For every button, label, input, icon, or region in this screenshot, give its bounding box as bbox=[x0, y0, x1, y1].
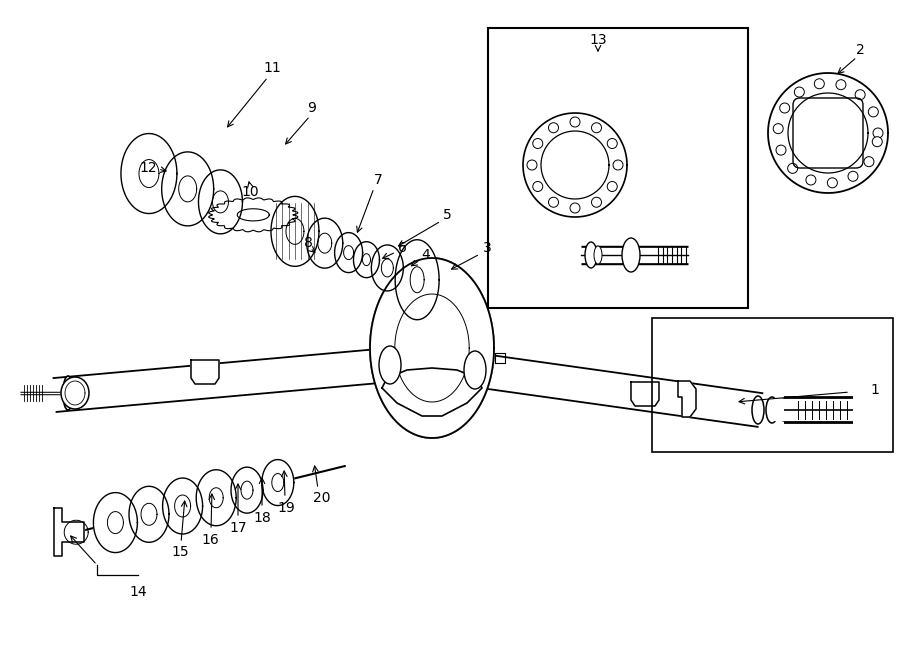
Circle shape bbox=[591, 123, 601, 133]
Text: 11: 11 bbox=[263, 61, 281, 75]
Polygon shape bbox=[129, 486, 169, 542]
Text: 18: 18 bbox=[253, 511, 271, 525]
Circle shape bbox=[872, 137, 882, 147]
Polygon shape bbox=[678, 381, 696, 417]
Text: 9: 9 bbox=[308, 101, 317, 115]
Text: 17: 17 bbox=[230, 521, 247, 535]
Circle shape bbox=[773, 124, 783, 134]
Polygon shape bbox=[523, 113, 627, 217]
Text: 5: 5 bbox=[443, 208, 452, 222]
Text: 4: 4 bbox=[421, 248, 430, 262]
Circle shape bbox=[827, 178, 837, 188]
Circle shape bbox=[806, 175, 816, 185]
Ellipse shape bbox=[594, 246, 602, 264]
Polygon shape bbox=[372, 245, 403, 291]
Text: 2: 2 bbox=[856, 43, 864, 57]
Polygon shape bbox=[335, 233, 363, 272]
Polygon shape bbox=[395, 240, 439, 320]
Text: 10: 10 bbox=[241, 185, 259, 199]
Polygon shape bbox=[196, 470, 236, 525]
Text: 6: 6 bbox=[398, 241, 407, 255]
Circle shape bbox=[570, 203, 580, 213]
Polygon shape bbox=[370, 258, 494, 438]
Polygon shape bbox=[370, 258, 494, 438]
Polygon shape bbox=[163, 478, 202, 534]
Ellipse shape bbox=[585, 242, 597, 268]
Polygon shape bbox=[94, 492, 138, 553]
Text: 8: 8 bbox=[303, 236, 312, 250]
Text: 12: 12 bbox=[140, 161, 157, 175]
Text: 3: 3 bbox=[482, 241, 491, 255]
Circle shape bbox=[591, 197, 601, 208]
Polygon shape bbox=[271, 196, 319, 266]
Circle shape bbox=[848, 171, 858, 181]
Polygon shape bbox=[231, 467, 263, 513]
Polygon shape bbox=[382, 368, 482, 416]
Text: 14: 14 bbox=[130, 585, 147, 599]
Polygon shape bbox=[209, 198, 298, 232]
Ellipse shape bbox=[752, 396, 764, 424]
Polygon shape bbox=[382, 368, 482, 416]
Circle shape bbox=[548, 123, 559, 133]
Circle shape bbox=[855, 90, 865, 100]
Polygon shape bbox=[262, 459, 293, 506]
Ellipse shape bbox=[766, 397, 778, 423]
Circle shape bbox=[873, 128, 883, 138]
Circle shape bbox=[533, 139, 543, 149]
Text: 16: 16 bbox=[201, 533, 219, 547]
Circle shape bbox=[836, 80, 846, 90]
Circle shape bbox=[608, 182, 617, 192]
Circle shape bbox=[548, 197, 559, 208]
Text: 7: 7 bbox=[374, 173, 382, 187]
Circle shape bbox=[788, 163, 797, 173]
Circle shape bbox=[814, 79, 824, 89]
Ellipse shape bbox=[778, 399, 790, 421]
Polygon shape bbox=[54, 508, 85, 557]
Ellipse shape bbox=[464, 351, 486, 389]
Circle shape bbox=[527, 160, 537, 170]
Ellipse shape bbox=[63, 376, 73, 410]
Circle shape bbox=[864, 157, 874, 167]
Polygon shape bbox=[191, 360, 219, 384]
Bar bbox=[488, 28, 748, 308]
Text: 19: 19 bbox=[277, 501, 295, 515]
Text: 13: 13 bbox=[590, 33, 607, 47]
Ellipse shape bbox=[622, 238, 640, 272]
Circle shape bbox=[779, 103, 789, 113]
Text: 20: 20 bbox=[313, 491, 331, 505]
Polygon shape bbox=[472, 353, 762, 427]
Polygon shape bbox=[631, 382, 659, 406]
Text: 15: 15 bbox=[171, 545, 189, 559]
Polygon shape bbox=[354, 242, 380, 278]
Circle shape bbox=[608, 139, 617, 149]
Polygon shape bbox=[53, 348, 392, 412]
Polygon shape bbox=[307, 218, 343, 268]
Circle shape bbox=[868, 107, 878, 117]
Polygon shape bbox=[768, 73, 888, 193]
Circle shape bbox=[795, 87, 805, 97]
Circle shape bbox=[776, 145, 786, 155]
Text: 1: 1 bbox=[870, 383, 879, 397]
Ellipse shape bbox=[61, 377, 89, 409]
Circle shape bbox=[533, 182, 543, 192]
Bar bbox=[652, 318, 893, 452]
Ellipse shape bbox=[379, 346, 401, 384]
Circle shape bbox=[613, 160, 623, 170]
Polygon shape bbox=[121, 134, 177, 214]
Polygon shape bbox=[162, 152, 213, 226]
Circle shape bbox=[570, 117, 580, 127]
Polygon shape bbox=[199, 170, 242, 234]
